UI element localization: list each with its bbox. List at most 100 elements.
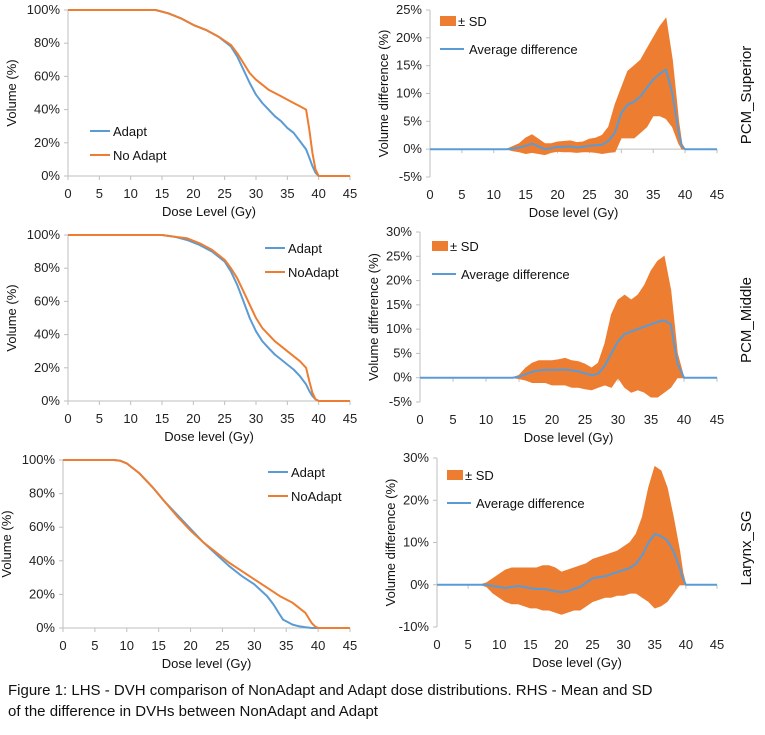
legend-swatch-sd: [432, 241, 448, 251]
y-tick-label: 15%: [396, 58, 422, 73]
x-tick-label: 30: [611, 412, 625, 427]
y-tick-label: 10%: [403, 535, 429, 550]
y-tick-label: 25%: [396, 2, 422, 17]
legend-swatch-sd: [447, 470, 463, 480]
caption-line-1: Figure 1: LHS - DVH comparison of NonAda…: [8, 682, 653, 699]
x-axis-label: Dose level (Gy): [524, 430, 614, 445]
x-tick-label: 15: [155, 186, 169, 201]
legend-label: NoAdapt: [291, 489, 342, 504]
y-axis-label: Volume difference (%): [383, 479, 398, 607]
y-tick-label: 60%: [29, 519, 55, 534]
x-tick-label: 20: [545, 412, 559, 427]
x-tick-label: 20: [554, 637, 568, 652]
x-axis-label: Dose level (Gy): [164, 429, 254, 444]
y-tick-label: 0%: [36, 620, 55, 635]
figure-caption: Figure 1: LHS - DVH comparison of NonAda…: [8, 680, 758, 722]
x-tick-label: 15: [518, 187, 532, 202]
dvh-pcm-superior-chart: 0% 20% 40% 60% 80% 100% 0 5 10 15 20 25 30 35 40 45 Dose…: [4, 2, 357, 219]
x-tick-label: 5: [96, 411, 103, 426]
series-line-no-adapt: [68, 9, 350, 177]
legend-label-sd: ± SD: [465, 468, 494, 483]
y-tick-label: -5%: [389, 394, 413, 409]
y-tick-label: 80%: [34, 35, 60, 50]
x-tick-label: 40: [677, 412, 691, 427]
x-tick-label: 45: [343, 411, 357, 426]
legend-label: No Adapt: [113, 148, 167, 163]
y-tick-label: 100%: [22, 452, 56, 467]
sd-band: [437, 465, 717, 615]
x-tick-label: 20: [550, 187, 564, 202]
x-axis-label: Dose Level (Gy): [162, 204, 256, 219]
y-tick-label: 60%: [34, 293, 60, 308]
sd-band: [430, 17, 717, 156]
y-tick-label: 20%: [403, 492, 429, 507]
y-axis-label: Volume difference (%): [366, 253, 381, 381]
caption-line-2: of the difference in DVHs between NonAda…: [8, 703, 378, 720]
x-tick-label: 0: [64, 411, 71, 426]
y-tick-label: 15%: [386, 297, 412, 312]
average-difference-line: [430, 68, 717, 151]
y-tick-label: 25%: [386, 248, 412, 263]
y-tick-label: 40%: [34, 102, 60, 117]
y-tick-label: 30%: [403, 450, 429, 465]
y-tick-label: 10%: [386, 321, 412, 336]
x-tick-label: 35: [279, 638, 293, 653]
legend-swatch-sd: [440, 16, 456, 26]
sd-band: [420, 255, 717, 398]
x-tick-label: 15: [155, 411, 169, 426]
x-tick-label: 0: [416, 412, 423, 427]
x-tick-label: 10: [123, 411, 137, 426]
series-line-noadapt: [68, 234, 350, 402]
x-tick-label: 5: [449, 412, 456, 427]
x-tick-label: 40: [311, 411, 325, 426]
y-tick-label: 20%: [29, 586, 55, 601]
row-label: Larynx_SG: [738, 510, 755, 585]
x-tick-label: 0: [426, 187, 433, 202]
x-tick-label: 15: [151, 638, 165, 653]
x-tick-label: 30: [249, 411, 263, 426]
x-tick-label: 0: [59, 638, 66, 653]
y-tick-label: 100%: [27, 2, 61, 17]
y-tick-label: 40%: [34, 327, 60, 342]
y-tick-label: 20%: [396, 30, 422, 45]
dvh-pcm-middle-chart: 0% 20% 40% 60% 80% 100% 0 5 10 15 20 25 30 35 40 45 Dose…: [4, 227, 357, 444]
y-tick-label: 20%: [386, 273, 412, 288]
x-tick-label: 5: [91, 638, 98, 653]
x-tick-label: 10: [479, 412, 493, 427]
x-tick-label: 20: [186, 411, 200, 426]
x-tick-label: 20: [186, 186, 200, 201]
x-tick-label: 30: [614, 187, 628, 202]
x-tick-label: 15: [523, 637, 537, 652]
y-tick-label: 60%: [34, 68, 60, 83]
legend-label-average: Average difference: [476, 496, 585, 511]
x-tick-label: 45: [343, 638, 357, 653]
legend-label: Adapt: [288, 241, 322, 256]
x-tick-label: 5: [96, 186, 103, 201]
y-tick-label: -5%: [399, 169, 423, 184]
x-tick-label: 5: [464, 637, 471, 652]
x-tick-label: 10: [120, 638, 134, 653]
x-axis-label: Dose level (Gy): [529, 205, 619, 220]
y-axis-label: Volume difference (%): [376, 30, 391, 158]
x-tick-label: 25: [215, 638, 229, 653]
legend-label: Adapt: [291, 465, 325, 480]
x-tick-label: 35: [646, 187, 660, 202]
average-difference-line: [437, 533, 717, 594]
x-tick-label: 35: [644, 412, 658, 427]
x-tick-label: 20: [183, 638, 197, 653]
y-tick-label: 5%: [393, 345, 412, 360]
y-tick-label: 40%: [29, 553, 55, 568]
y-tick-label: 20%: [34, 135, 60, 150]
x-tick-label: 10: [123, 186, 137, 201]
y-tick-label: 20%: [34, 360, 60, 375]
x-tick-label: 10: [487, 187, 501, 202]
series-line-noadapt: [63, 459, 350, 629]
x-tick-label: 25: [217, 411, 231, 426]
dvh-larynx-sg-chart: 0% 20% 40% 60% 80% 100% 0 5 10 15 20 25 30 35 40 45 Dose…: [0, 452, 357, 671]
legend-label-sd: ± SD: [450, 239, 479, 254]
figure: 0% 20% 40% 60% 80% 100% 0 5 10 15 20 25 30 35 40 45 Dose…: [0, 2, 755, 671]
y-tick-label: 80%: [29, 486, 55, 501]
x-tick-label: 45: [710, 412, 724, 427]
diff-larynx-sg-chart: -10% 0% 10% 20% 30% 0 5 10 15 20 25 30 35 40 45 Dose le…: [383, 450, 724, 670]
x-tick-label: 35: [280, 186, 294, 201]
